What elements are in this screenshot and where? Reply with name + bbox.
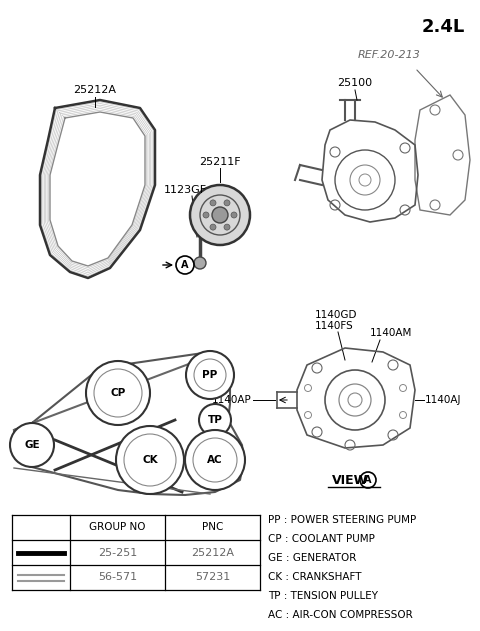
Text: A: A (364, 475, 372, 485)
Circle shape (186, 351, 234, 399)
Circle shape (203, 212, 209, 218)
Circle shape (224, 224, 230, 230)
Circle shape (86, 361, 150, 425)
Text: 25212A: 25212A (191, 548, 234, 558)
Text: CK: CK (142, 455, 158, 465)
Text: VIEW: VIEW (332, 473, 368, 487)
Text: GROUP NO: GROUP NO (89, 522, 146, 533)
Text: 57231: 57231 (195, 572, 230, 582)
Circle shape (190, 185, 250, 245)
Text: PNC: PNC (202, 522, 223, 533)
Circle shape (185, 430, 245, 490)
Text: 25100: 25100 (337, 78, 372, 88)
Text: 25-251: 25-251 (98, 548, 137, 558)
Text: TP : TENSION PULLEY: TP : TENSION PULLEY (268, 591, 378, 601)
Text: REF.20-213: REF.20-213 (358, 50, 421, 60)
Circle shape (199, 404, 231, 436)
Text: CP: CP (110, 388, 126, 398)
Text: CK : CRANKSHAFT: CK : CRANKSHAFT (268, 572, 361, 582)
Text: CP : COOLANT PUMP: CP : COOLANT PUMP (268, 534, 375, 544)
Text: 25212A: 25212A (73, 85, 117, 95)
Circle shape (116, 426, 184, 494)
Text: 2.4L: 2.4L (422, 18, 465, 36)
Text: 1140AM: 1140AM (370, 328, 412, 338)
Text: 56-571: 56-571 (98, 572, 137, 582)
Text: 1140FS: 1140FS (315, 321, 354, 331)
Text: A: A (181, 260, 189, 270)
Circle shape (210, 200, 216, 206)
Text: GE: GE (24, 440, 40, 450)
Text: PP: PP (203, 370, 217, 380)
Text: AC: AC (207, 455, 223, 465)
Text: 1140GD: 1140GD (315, 310, 358, 320)
Text: PP : POWER STEERING PUMP: PP : POWER STEERING PUMP (268, 515, 416, 525)
Text: 1140AP: 1140AP (212, 395, 252, 405)
Circle shape (231, 212, 237, 218)
Text: 25211F: 25211F (199, 157, 241, 167)
Text: 1123GF: 1123GF (163, 185, 206, 195)
Circle shape (224, 200, 230, 206)
Circle shape (212, 207, 228, 223)
Text: AC : AIR-CON COMPRESSOR: AC : AIR-CON COMPRESSOR (268, 610, 413, 620)
Circle shape (10, 423, 54, 467)
Text: GE : GENERATOR: GE : GENERATOR (268, 553, 356, 563)
Text: 1140AJ: 1140AJ (425, 395, 461, 405)
Circle shape (210, 224, 216, 230)
Text: TP: TP (207, 415, 222, 425)
Circle shape (194, 257, 206, 269)
